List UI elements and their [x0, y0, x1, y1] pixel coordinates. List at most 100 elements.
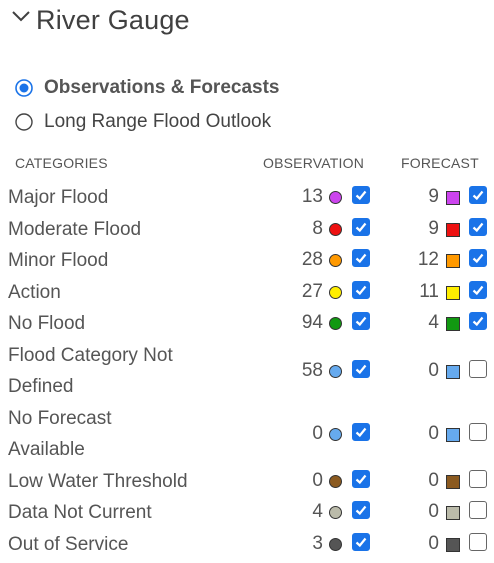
forecast-checkbox[interactable] [469, 186, 487, 204]
category-label: Action [8, 277, 208, 308]
observation-checkbox[interactable] [352, 469, 370, 488]
forecast-count: 0 [428, 533, 439, 554]
category-row: Action 27 11 [0, 277, 494, 309]
checkmark-icon [355, 505, 367, 516]
observation-count: 8 [312, 218, 323, 239]
radio-label: Observations & Forecasts [44, 77, 280, 98]
forecast-checkbox[interactable] [469, 281, 487, 299]
radio-observations-forecasts[interactable]: Observations & Forecasts [15, 77, 279, 99]
forecast-marker-icon [446, 364, 460, 379]
category-label: No Flood [8, 308, 208, 339]
chevron-down-icon[interactable] [10, 5, 32, 27]
observation-count: 0 [312, 469, 323, 491]
forecast-marker-icon [446, 538, 460, 552]
forecast-checkbox[interactable] [469, 501, 487, 519]
forecast-checkbox[interactable] [469, 249, 487, 267]
category-row: Flood Category Not Defined 58 0 [0, 340, 494, 403]
observation-marker-icon [329, 223, 342, 236]
checkmark-icon [355, 537, 367, 548]
forecast-count: 0 [428, 469, 439, 491]
checkmark-icon [472, 285, 484, 296]
category-row: No Flood 94 4 [0, 308, 494, 340]
category-row: No Forecast Available 0 0 [0, 403, 494, 466]
category-label-line: Minor Flood [8, 250, 109, 271]
category-row: Minor Flood 28 12 [0, 245, 494, 277]
checkmark-icon [355, 474, 367, 484]
observation-marker-icon [329, 254, 342, 267]
radio-unselected-icon[interactable] [15, 113, 33, 131]
category-label: Out of Service [8, 529, 208, 560]
category-row: Moderate Flood 8 9 [0, 214, 494, 246]
category-label: Minor Flood [8, 245, 208, 276]
forecast-marker-icon [446, 223, 460, 237]
radio-long-range-flood-outlook[interactable]: Long Range Flood Outlook [15, 111, 271, 133]
category-label-line: Data Not Current [8, 502, 152, 523]
observation-count: 28 [301, 249, 323, 270]
observation-checkbox[interactable] [352, 218, 370, 236]
forecast-checkbox[interactable] [469, 312, 487, 330]
observation-marker-icon [329, 317, 342, 330]
category-label: Major Flood [8, 182, 208, 213]
checkmark-icon [472, 222, 484, 233]
observation-checkbox[interactable] [352, 501, 370, 519]
category-label-line: Flood Category Not [8, 345, 173, 366]
observation-checkbox[interactable] [352, 249, 370, 267]
category-label-line: Major Flood [8, 187, 109, 208]
observation-count: 58 [301, 359, 323, 381]
forecast-count: 12 [417, 249, 439, 270]
forecast-marker-icon [446, 474, 460, 489]
forecast-count: 9 [428, 186, 439, 207]
forecast-count: 0 [428, 422, 439, 444]
category-row: Data Not Current 4 0 [0, 497, 494, 529]
forecast-checkbox[interactable] [469, 469, 487, 488]
observation-checkbox[interactable] [352, 359, 370, 378]
panel-title: River Gauge [36, 4, 190, 35]
column-header-forecast: FORECAST [401, 155, 479, 171]
observation-marker-icon [329, 474, 342, 488]
observation-count: 0 [312, 422, 323, 444]
forecast-marker-icon [446, 427, 460, 442]
observation-checkbox[interactable] [352, 312, 370, 330]
radio-label: Long Range Flood Outlook [44, 111, 272, 132]
forecast-count: 9 [428, 218, 439, 239]
category-label: No Forecast Available [8, 403, 208, 465]
category-label-line: No Forecast [8, 408, 112, 429]
category-row: Out of Service 3 0 [0, 529, 494, 561]
category-label-line: Out of Service [8, 534, 129, 555]
category-label-line: Moderate Flood [8, 219, 142, 240]
checkmark-icon [472, 316, 484, 327]
forecast-checkbox[interactable] [469, 422, 487, 441]
category-label-line: Action [8, 282, 61, 303]
observation-checkbox[interactable] [352, 533, 370, 551]
observation-marker-icon [329, 506, 342, 519]
category-label: Low Water Threshold [8, 466, 208, 497]
observation-marker-icon [329, 286, 342, 299]
forecast-checkbox[interactable] [469, 218, 487, 236]
forecast-marker-icon [446, 317, 460, 331]
observation-checkbox[interactable] [352, 422, 370, 441]
column-header-observation: OBSERVATION [263, 155, 364, 171]
category-label-line: Available [8, 439, 85, 460]
observation-marker-icon [329, 427, 342, 441]
checkmark-icon [472, 190, 484, 201]
category-label: Data Not Current [8, 497, 208, 528]
river-gauge-header[interactable]: River Gauge [10, 2, 190, 38]
forecast-count: 0 [428, 359, 439, 381]
observation-count: 4 [312, 501, 323, 522]
observation-count: 27 [301, 281, 323, 302]
checkmark-icon [355, 364, 367, 374]
column-header-categories: CATEGORIES [15, 155, 108, 171]
radio-selected-icon[interactable] [15, 79, 33, 97]
forecast-checkbox[interactable] [469, 533, 487, 551]
observation-marker-icon [329, 364, 342, 378]
observation-count: 94 [301, 312, 323, 333]
forecast-marker-icon [446, 254, 460, 268]
observation-checkbox[interactable] [352, 186, 370, 204]
checkmark-icon [355, 427, 367, 437]
forecast-checkbox[interactable] [469, 359, 487, 378]
forecast-count: 4 [428, 312, 439, 333]
checkmark-icon [355, 316, 367, 327]
observation-checkbox[interactable] [352, 281, 370, 299]
checkmark-icon [472, 253, 484, 264]
